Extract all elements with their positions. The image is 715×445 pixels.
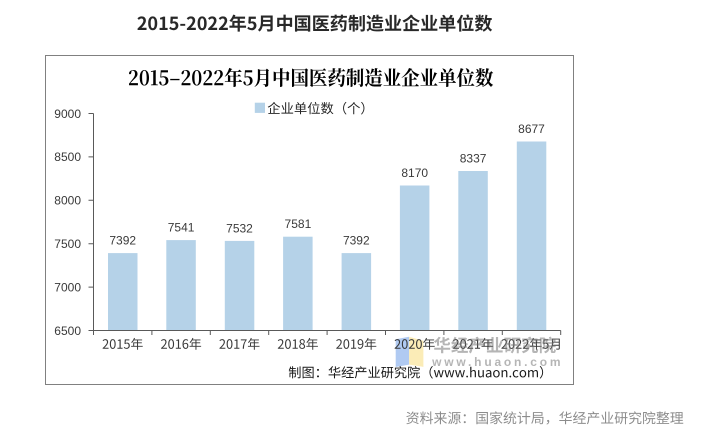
svg-text:7392: 7392 [109,234,136,248]
svg-text:www.huaon.com: www.huaon.com [431,355,563,369]
svg-text:8000: 8000 [54,194,81,208]
svg-text:7000: 7000 [54,280,81,294]
svg-text:6500: 6500 [54,324,81,338]
svg-text:7392: 7392 [343,234,370,248]
svg-text:8170: 8170 [401,166,428,180]
svg-text:7581: 7581 [285,217,312,231]
svg-text:7500: 7500 [54,237,81,251]
svg-text:8337: 8337 [460,152,487,166]
svg-text:9000: 9000 [54,107,81,121]
svg-text:8500: 8500 [54,150,81,164]
svg-text:7541: 7541 [168,221,195,235]
svg-text:8677: 8677 [518,122,545,136]
svg-text:7532: 7532 [226,221,253,235]
